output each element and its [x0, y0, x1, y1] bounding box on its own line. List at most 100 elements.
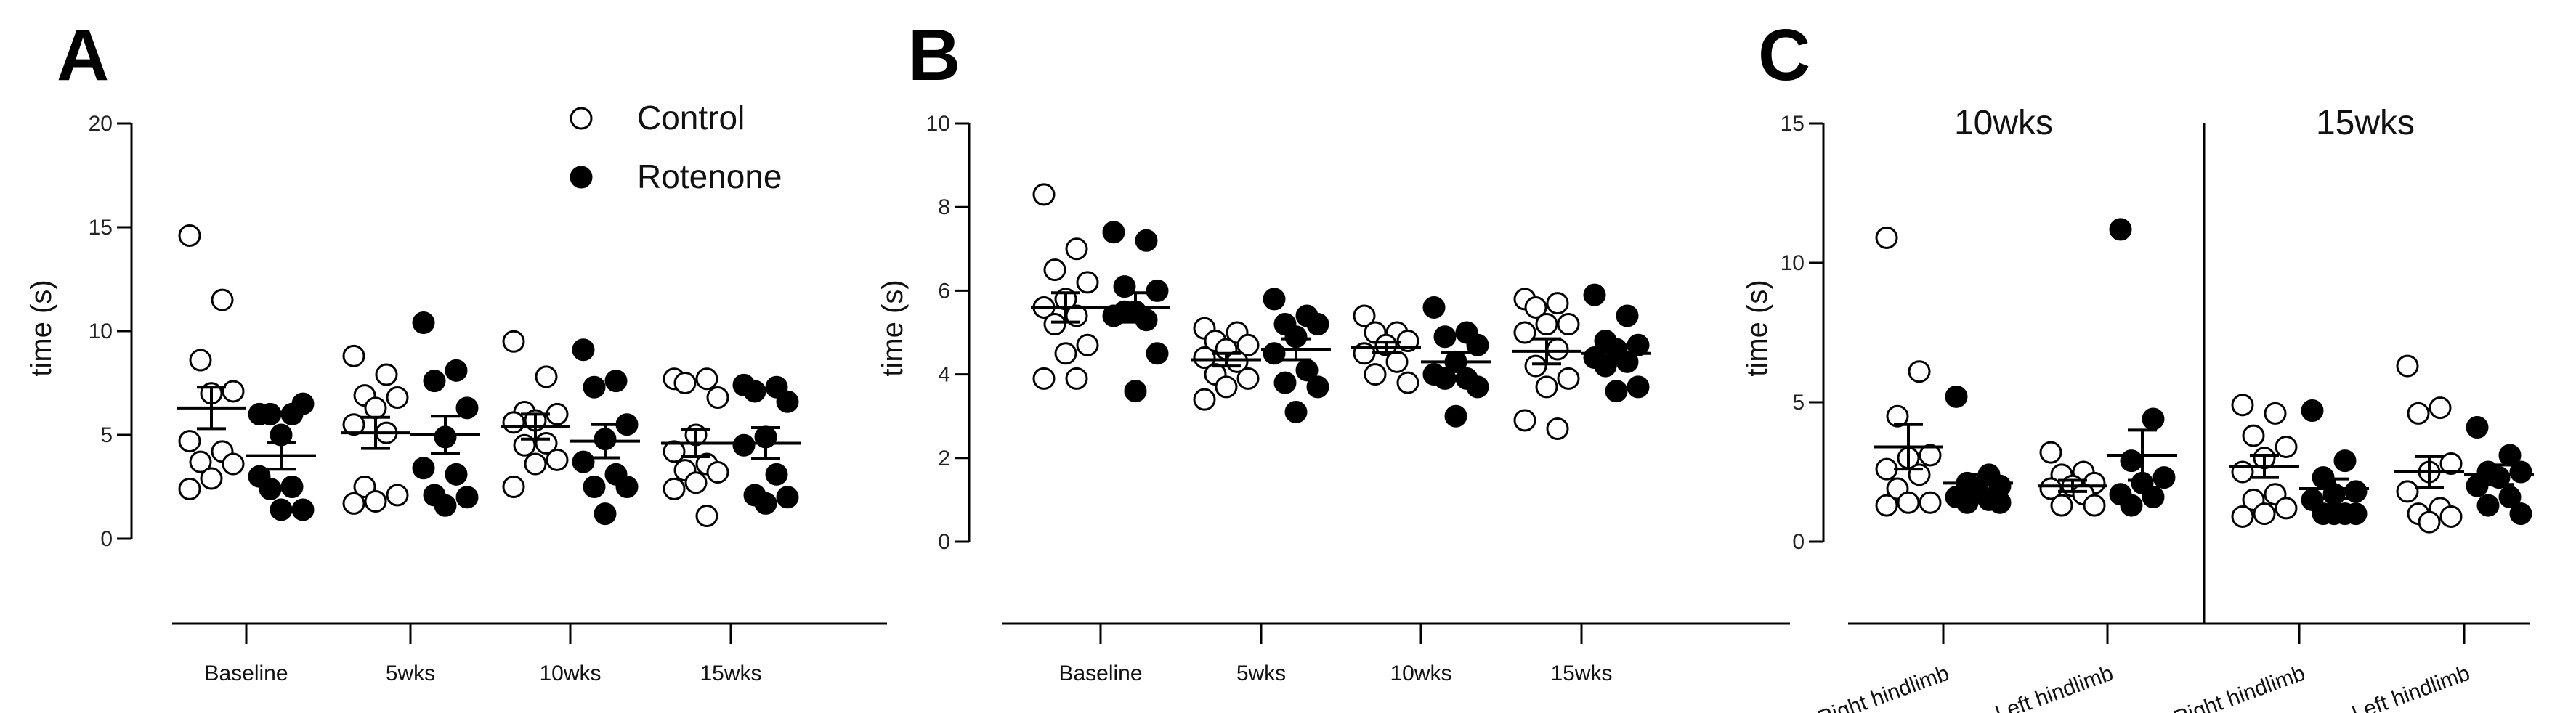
control-point — [1897, 491, 1920, 514]
rotenone-point — [615, 413, 639, 436]
control-point — [375, 363, 398, 386]
rotenone-point — [2109, 218, 2132, 241]
rotenone-point — [572, 338, 595, 362]
x-tick-label: 15wks — [700, 661, 761, 685]
rotenone-point — [2509, 502, 2532, 526]
control-point — [2407, 402, 2430, 425]
rotenone-point — [1444, 404, 1467, 428]
rotenone-point — [455, 396, 479, 420]
rotenone-point — [2466, 416, 2489, 439]
legend-rotenone-label: Rotenone — [637, 158, 782, 195]
rotenone-point — [445, 463, 468, 486]
panel-c-group-10wks: 10wks — [1954, 104, 2053, 142]
y-tick-label: 8 — [938, 195, 950, 219]
rotenone-point — [1433, 325, 1457, 349]
x-tick-label: Baseline — [204, 661, 288, 685]
y-tick-label: 10 — [1781, 251, 1805, 275]
rotenone-point — [2498, 486, 2522, 509]
y-tick-label: 5 — [1792, 391, 1805, 415]
control-point — [684, 471, 708, 494]
rotenone-point — [1263, 342, 1286, 365]
y-tick-label: 5 — [100, 423, 113, 447]
rotenone-point — [2476, 494, 2500, 517]
control-point — [386, 386, 409, 410]
control-point — [222, 380, 245, 403]
control-point — [2083, 494, 2106, 517]
y-tick-label: 20 — [89, 112, 113, 136]
control-point — [535, 365, 558, 388]
rotenone-point — [1306, 375, 1329, 399]
rotenone-point — [1422, 296, 1446, 319]
rotenone-point — [765, 463, 788, 486]
rotenone-point — [583, 375, 606, 399]
rotenone-point — [1466, 333, 1489, 356]
panel-c-group-15wks: 15wks — [2316, 104, 2415, 142]
control-point — [546, 402, 569, 425]
y-tick-label: 15 — [1781, 112, 1805, 136]
control-point — [706, 460, 729, 484]
x-tick-label: Left hindlimb — [2349, 661, 2473, 713]
control-point — [2439, 505, 2463, 528]
rotenone-point — [1605, 380, 1628, 403]
rotenone-point — [1594, 354, 1617, 378]
rotenone-point — [2344, 480, 2368, 503]
rotenone-point — [1273, 371, 1297, 394]
rotenone-point — [743, 380, 766, 403]
control-point — [1236, 367, 1260, 390]
x-tick-label: 5wks — [386, 661, 435, 685]
rotenone-point — [2142, 486, 2165, 509]
control-point — [2439, 452, 2463, 475]
y-tick-label: 10 — [89, 319, 113, 343]
rotenone-point — [1146, 279, 1169, 302]
x-tick-label: Right hindlimb — [1814, 661, 1952, 713]
rotenone-point — [1616, 304, 1639, 327]
control-point — [1908, 360, 1931, 383]
control-point — [1908, 463, 1931, 486]
x-tick-label: Right hindlimb — [2170, 661, 2308, 713]
rotenone-point — [259, 477, 282, 500]
rotenone-point — [1113, 300, 1136, 323]
control-point — [1875, 457, 1898, 481]
y-tick-label: 0 — [938, 530, 950, 554]
control-point — [1546, 292, 1569, 315]
control-point — [1043, 312, 1066, 335]
panel-c-ylabel: time (s) — [1741, 280, 1773, 376]
rotenone-point — [1988, 491, 2012, 514]
rotenone-point — [1945, 385, 1968, 408]
control-point — [2396, 480, 2419, 503]
control-point — [695, 367, 718, 391]
rotenone-point — [455, 486, 479, 509]
rotenone-point — [583, 476, 606, 498]
x-tick-label: Left hindlimb — [1992, 661, 2116, 713]
legend-rotenone-marker — [570, 166, 593, 189]
control-point — [2253, 502, 2276, 526]
control-point — [663, 440, 686, 463]
rotenone-point — [776, 390, 799, 413]
panel-letter-b: B — [908, 15, 960, 96]
control-point — [2429, 396, 2452, 420]
rotenone-point — [615, 476, 639, 498]
rotenone-point — [1956, 491, 1979, 514]
rotenone-point — [259, 402, 282, 425]
x-tick-label: 10wks — [539, 661, 601, 685]
legend-control-marker — [570, 107, 593, 130]
rotenone-point — [1433, 367, 1457, 390]
control-point — [2039, 441, 2062, 464]
control-point — [2231, 460, 2254, 484]
x-tick-label: 5wks — [1236, 661, 1286, 685]
control-point — [2418, 510, 2441, 534]
control-point — [2242, 424, 2265, 447]
control-point — [1513, 321, 1536, 344]
control-point — [1919, 444, 1942, 467]
rotenone-point — [2344, 502, 2368, 526]
panel-letter-c: C — [1758, 15, 1810, 96]
control-point — [2275, 497, 2298, 520]
rotenone-point — [2333, 449, 2357, 473]
control-point — [1236, 333, 1260, 356]
rotenone-point — [2322, 502, 2346, 526]
rotenone-point — [776, 486, 799, 509]
control-point — [1535, 312, 1558, 335]
rotenone-point — [2120, 494, 2143, 517]
panel-letter-a: A — [57, 15, 109, 96]
